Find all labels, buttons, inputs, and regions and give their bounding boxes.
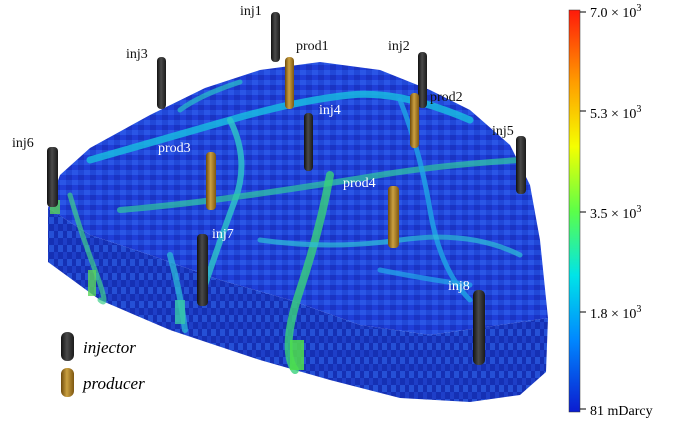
label-inj4: inj4 [319,103,341,118]
label-inj5: inj5 [492,124,514,139]
well-prod4 [388,186,399,248]
well-inj2 [418,52,427,108]
well-inj7 [197,234,208,306]
well-inj5 [516,136,526,194]
permeability-colorbar: 7.0 × 103 5.3 × 103 3.5 × 103 1.8 × 103 … [568,3,653,419]
colorbar-tick-label-2: 3.5 × 103 [590,204,641,222]
well-inj1 [271,12,280,62]
injector-legend-label: injector [83,338,136,357]
colorbar-tick-label-0: 7.0 × 103 [590,3,641,21]
well-labels: inj1 prod1 inj2 prod2 inj3 inj4 inj5 inj… [12,4,514,294]
colorbar-ticks [580,11,586,410]
label-prod1: prod1 [296,39,329,54]
label-prod4: prod4 [343,176,376,191]
well-inj8 [473,290,485,365]
label-prod2: prod2 [430,90,463,105]
label-inj2: inj2 [388,39,410,54]
colorbar-gradient [568,9,581,413]
producer-legend-icon [61,368,74,397]
well-prod1 [285,57,294,109]
label-inj6: inj6 [12,136,34,151]
colorbar-tick-label-1: 5.3 × 103 [590,104,641,122]
producer-legend-label: producer [82,374,145,393]
reservoir-top-surface [48,62,548,335]
high-permeability-spots [50,200,304,370]
well-inj3 [157,57,166,109]
well-legend: injector producer [61,332,145,397]
reservoir-block [48,62,548,402]
well-prod3 [206,152,216,210]
well-inj4 [304,113,313,171]
label-inj8: inj8 [448,279,470,294]
label-inj7: inj7 [212,227,234,242]
label-inj1: inj1 [240,4,262,19]
well-prod2 [410,93,419,148]
colorbar-tick-label-3: 1.8 × 103 [590,304,641,322]
label-prod3: prod3 [158,141,191,156]
colorbar-tick-label-4: 81 mDarcy [590,404,653,419]
wells [47,12,526,365]
label-inj3: inj3 [126,47,148,62]
well-inj6 [47,147,58,207]
injector-legend-icon [61,332,74,361]
